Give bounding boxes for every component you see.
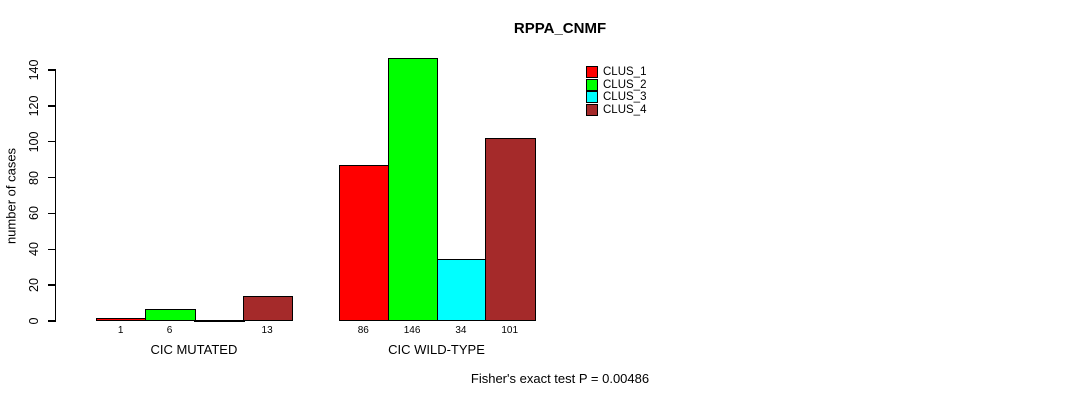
bar-value-label: 101 [501, 325, 519, 336]
y-axis-tick-label: 80 [27, 170, 41, 185]
bar-clus_1-1 [96, 317, 148, 322]
legend-row: CLUS_3 [586, 91, 646, 104]
bar-clus_2-1 [145, 308, 196, 322]
y-axis-tick [48, 248, 56, 251]
group-label: CIC WILD-TYPE [388, 342, 485, 357]
y-axis-tick-label: 120 [27, 95, 41, 117]
y-axis-tick [48, 284, 56, 286]
bar-value-label: 1 [117, 325, 124, 336]
stat-annotation: Fisher's exact test P = 0.00486 [470, 371, 650, 386]
legend-swatch-icon [586, 78, 598, 91]
legend-row: CLUS_1 [586, 66, 646, 79]
y-axis-tick-label: 40 [27, 242, 41, 257]
figure-title: RPPA_CNMF [513, 20, 607, 37]
bar-clus_3-1 [193, 319, 245, 322]
y-axis-tick-label: 60 [27, 206, 41, 221]
bar-value-label: 34 [455, 325, 467, 336]
bar-clus_1-2 [338, 165, 390, 322]
legend-swatch-icon [586, 91, 598, 104]
y-axis-line [54, 70, 56, 322]
bar-clus_4-2 [485, 138, 537, 322]
y-axis-tick-label: 0 [27, 317, 41, 325]
group-label: CIC MUTATED [150, 342, 238, 357]
bar-clus_2-2 [387, 57, 439, 322]
y-axis-tick [48, 105, 56, 107]
bar-clus_4-1 [242, 296, 294, 322]
legend-label: CLUS_2 [603, 78, 647, 91]
y-axis-tick [48, 69, 56, 71]
bar-value-label: 86 [357, 325, 369, 336]
legend-row: CLUS_2 [586, 78, 647, 92]
y-axis-tick-label: 20 [27, 278, 41, 293]
y-axis-tick-label: 100 [27, 131, 41, 153]
y-axis-tick [48, 320, 56, 322]
bar-value-label: 6 [166, 325, 173, 336]
legend: CLUS_1 CLUS_2 CLUS_3 CLUS_4 [586, 66, 646, 116]
legend-label: CLUS_3 [603, 91, 647, 104]
y-axis-tick [48, 176, 56, 179]
bar-value-label: 13 [261, 325, 273, 336]
legend-label: CLUS_4 [603, 103, 647, 116]
y-axis-tick-label: 140 [27, 59, 41, 81]
y-axis-tick [48, 212, 56, 215]
legend-swatch-icon [586, 103, 598, 116]
legend-row: CLUS_4 [586, 103, 647, 117]
legend-label: CLUS_1 [603, 66, 647, 79]
y-axis-tick [48, 140, 56, 143]
bar-clus_3-2 [436, 258, 488, 322]
bar-value-label: 146 [403, 325, 421, 336]
legend-swatch-icon [586, 66, 598, 79]
